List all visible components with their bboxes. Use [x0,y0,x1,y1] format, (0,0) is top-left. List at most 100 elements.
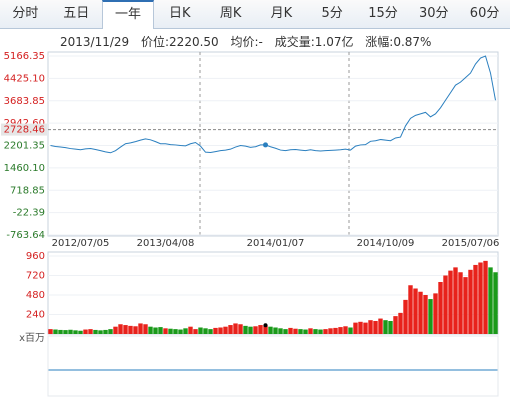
volume-bar [273,327,278,334]
volume-bar [263,325,268,334]
volume-bar [483,260,488,334]
volume-bar [438,282,443,334]
volume-bar [428,299,433,334]
x-tick-label: 2014/10/09 [357,238,415,249]
volume-bar [393,316,398,334]
volume-bar [88,329,93,334]
x-tick-label: 2012/07/05 [52,238,110,249]
volume-bar [348,327,353,334]
volume-bar [83,329,88,334]
volume-bar [223,326,228,334]
tab[interactable]: 30分 [419,6,449,21]
volume-bar [478,262,483,334]
volume-bar [473,264,478,334]
y-tick-label: 4425.10 [4,73,45,84]
volume-unit: x百万 [19,332,45,344]
volume-bar [493,272,498,334]
volume-bar [173,329,178,334]
y-tick-label: 3683.85 [4,96,45,107]
volume-bar [218,327,223,334]
volume-bar [163,328,168,334]
volume-bar [293,328,298,334]
current-volume [263,323,268,328]
volume-bar [58,329,63,334]
y-tick-label: 960 [26,251,45,262]
volume-bar [283,329,288,334]
volume-bar [238,324,243,334]
tab[interactable]: 周K [219,6,242,21]
volume-bar [403,299,408,334]
volume-bar [228,325,233,334]
volume-bar [308,328,313,334]
volume-bar [298,329,303,334]
volume-bar [373,321,378,334]
volume-bar [203,328,208,334]
volume-bar [193,329,198,334]
volume-bar [463,277,468,334]
y-tick-label: -763.64 [6,230,45,241]
volume-bar [378,318,383,334]
volume-bar [323,329,328,334]
volume-bar [78,330,83,334]
price-line [50,55,496,154]
volume-bar [178,329,183,334]
tab[interactable]: 日K [169,6,191,21]
volume-bar [68,329,73,334]
reference-label: 2728.46 [4,125,45,136]
info-avg: 均价:- [230,35,263,49]
volume-bar [468,269,473,334]
volume-bar [158,327,163,334]
volume-bar [118,324,123,334]
volume-bar [248,326,253,334]
volume-bar [303,329,308,334]
volume-bar [288,327,293,334]
tab[interactable]: 月K [270,6,293,21]
volume-bar [53,329,58,334]
volume-bar [333,327,338,334]
volume-bar [268,326,273,334]
volume-bar [418,291,423,334]
y-tick-label: 240 [26,310,45,321]
volume-bar [108,329,113,334]
volume-bar [48,329,53,334]
volume-bar [133,326,138,334]
volume-bar [363,322,368,334]
volume-bar [123,325,128,334]
info-date: 2013/11/29 [60,35,130,49]
volume-bar [98,330,103,334]
tab[interactable]: 五日 [63,6,90,21]
tab[interactable]: 分时 [12,6,39,21]
x-tick-label: 2015/07/06 [442,238,500,249]
volume-bar [408,285,413,334]
info-change: 涨幅:0.87% [365,35,432,49]
navigator-frame [47,335,499,397]
volume-bar [328,328,333,334]
volume-bar [358,321,363,334]
y-tick-label: 480 [26,290,45,301]
x-tick-label: 2014/01/07 [247,238,305,249]
volume-bar [453,267,458,334]
y-tick-label: 2201.35 [4,141,45,152]
reference-label-bg [1,123,47,136]
volume-bar [398,312,403,334]
volume-bar [353,322,358,334]
price-frame [47,51,499,237]
x-tick-label: 2013/04/08 [137,238,195,249]
volume-bar [278,328,283,334]
volume-bar [368,320,373,334]
volume-bar [443,275,448,334]
tab[interactable]: 一年 [101,0,155,29]
volume-bar [233,323,238,334]
volume-bar [213,327,218,334]
tab[interactable]: 5分 [321,6,343,21]
y-tick-label: 5166.35 [4,51,45,62]
info-volume: 成交量:1.07亿 [274,35,354,49]
volume-bar [433,293,438,334]
y-tick-label: 1460.10 [4,163,45,174]
tab[interactable]: 15分 [368,6,398,21]
volume-bar [138,323,143,334]
volume-bar [253,326,258,334]
tab[interactable]: 60分 [469,6,500,21]
